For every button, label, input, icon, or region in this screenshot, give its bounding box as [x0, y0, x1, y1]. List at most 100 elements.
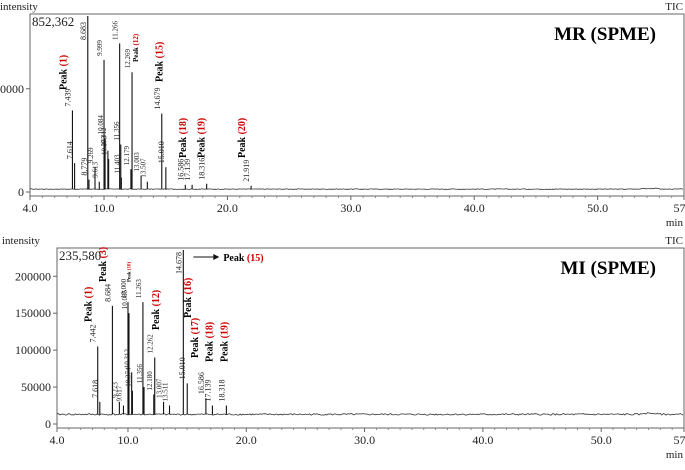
mi-peak-rt-label: 13.007: [156, 378, 164, 398]
mr-peak-annotation-text: Peak: [237, 134, 248, 158]
mi-x-tick-label: 20.0: [236, 433, 257, 447]
mi-x-tick-label: 50.0: [591, 433, 612, 447]
mi-peak-rt-label: 17.139: [203, 380, 212, 402]
mi-peak-annotation: Peak (18): [204, 322, 215, 362]
mr-peak-annotation: Peak (18): [178, 118, 189, 158]
mi-peak-annotation-number: (18): [204, 322, 215, 339]
mr-peak-annotation-text: Peak: [132, 45, 140, 62]
mr-peak-rt-label: 9.999: [96, 40, 104, 56]
mi-peak-rt-label: 7.442: [89, 324, 98, 342]
mi-peak-rt-label: 11.263: [135, 279, 143, 298]
mi-peak-rt-label: 14.678: [174, 252, 183, 274]
mr-peak-rt-label: 8.779: [80, 158, 89, 176]
mi-arrow-head: [213, 254, 220, 260]
mi-peak-annotation-number: (17): [190, 318, 201, 335]
mr-x-axis-label: min: [666, 217, 684, 229]
mi-peak-rt-label: 10.085: [121, 289, 129, 309]
mi-crowded-annotation-number: (10): [127, 262, 132, 271]
mi-y-axis-label: intensity: [2, 235, 40, 247]
mr-x-tick-label: 57.0: [674, 201, 685, 215]
mi-x-tick-label: 10.0: [117, 433, 138, 447]
mi-x-axis-label: min: [666, 449, 684, 461]
mi-peak-rt-label: 10.312: [124, 349, 132, 369]
mr-peak-annotation: Peak (1): [58, 55, 69, 90]
mr-x-tick-label: 30.0: [340, 201, 361, 215]
mr-peak-annotation-number: (18): [178, 118, 189, 135]
mr-peak-rt-label: 18.316: [198, 158, 207, 180]
mi-peak-annotation-number: (19): [220, 322, 231, 339]
mi-peak-annotation-number: (1): [84, 287, 95, 299]
mi-peak-rt-label: 10.000: [120, 278, 128, 298]
mi-peak-rt-label: 7.618: [91, 380, 100, 398]
mr-peak-annotation-text: Peak: [196, 134, 207, 158]
mr-peak-rt-label: 10.312: [100, 127, 108, 147]
mi-arrow-label: Peak (15): [223, 253, 263, 264]
mi-peak-rt-label: 9.617: [115, 385, 123, 401]
mi-peak-annotation-text: Peak: [204, 338, 215, 362]
mi-peak-rt-label: 16.586: [197, 372, 206, 394]
mr-max-intensity: 852,362: [32, 14, 74, 29]
mr-peak-rt-label: 13.507: [139, 158, 147, 178]
mr-baseline-trace: [29, 187, 684, 190]
mr-peak-rt-label: 9.269: [87, 147, 95, 163]
mi-peak-annotation: Peak (17): [190, 318, 201, 358]
mr-peak-rt-label: 16.586: [176, 159, 185, 181]
mr-peak-annotation-number: (20): [237, 118, 248, 135]
mi-peak-rt-label: 15.010: [178, 357, 187, 379]
mr-peak-annotation-text: Peak: [155, 58, 166, 82]
mr-x-tick-label: 40.0: [464, 201, 485, 215]
mr-plot-frame: [29, 13, 685, 197]
mi-peak-annotation: Peak (19): [220, 322, 231, 362]
mr-peak-annotation: Peak (15): [155, 42, 166, 82]
mi-peak-annotation-text: Peak: [98, 258, 109, 282]
mi-peak-rt-label: 11.356: [136, 364, 144, 383]
mi-peak-annotation: Peak (12): [151, 290, 162, 330]
mi-peak-annotation: Peak (3): [98, 247, 109, 282]
mr-peak-rt-label: 9.613: [91, 161, 99, 177]
mi-peak-annotation: Peak (1): [84, 287, 95, 322]
mi-peak-annotation-text: Peak: [190, 334, 201, 358]
mi-peak-annotation-text: Peak: [151, 306, 162, 330]
mi-peak-rt-label: 18.318: [217, 380, 226, 402]
mr-x-tick-label: 10.0: [94, 201, 115, 215]
mi-arrow-label-number: (15): [247, 253, 264, 264]
mi-peak-annotation-text: Peak: [183, 294, 194, 318]
mr-chart-title: MR (SPME): [554, 24, 656, 45]
mr-peak-annotation: Peak (19): [196, 118, 207, 158]
mr-y-tick-label: 0: [18, 185, 24, 199]
mi-peak-rt-label: 12.180: [146, 371, 154, 391]
mi-baseline-trace: [56, 412, 684, 416]
mi-x-tick-label: 30.0: [354, 433, 375, 447]
mr-y-tick-label: 500000: [0, 82, 24, 96]
mr-peak-rt-label: 17.139: [183, 159, 192, 181]
mr-peak-rt-label: 7.439: [63, 88, 72, 106]
mi-y-tick-label: 100000: [15, 343, 51, 357]
mi-peak-rt-label: 10.374: [124, 367, 132, 387]
mi-y-tick-label: 150000: [15, 306, 51, 320]
mi-crowded-annotation-text: Peak: [127, 270, 132, 282]
mr-x-tick-label: 20.0: [217, 201, 238, 215]
mi-peak-annotation-number: (16): [183, 278, 194, 295]
mi-plot-frame: [56, 247, 685, 429]
mr-signal-label: TIC: [665, 1, 683, 13]
mi-max-intensity: 235,580: [59, 248, 101, 263]
mr-peak-annotation-text: Peak: [58, 66, 69, 90]
mr-peak-rt-label: 10.084: [97, 115, 105, 135]
mr-peak-rt-label: 13.003: [133, 152, 141, 172]
mr-peak-rt-label: 12.179: [123, 146, 131, 166]
mr-peak-rt-label: 12.269: [124, 48, 132, 68]
mr-peak-annotation: Peak (20): [237, 118, 248, 158]
mi-peak-rt-label: 9.273: [111, 382, 119, 398]
mr-peak-annotation-number: (19): [196, 118, 207, 135]
mr-peak-rt-label: 7.614: [66, 141, 75, 159]
mi-peak-annotation-text: Peak: [84, 298, 95, 322]
mi-crowded-annotation: Peak (10): [127, 262, 132, 282]
mr-peak-rt-label: 21.919: [242, 160, 251, 182]
mr-peak-annotation-text: Peak: [178, 134, 189, 158]
mi-peak-rt-label: 8.684: [103, 284, 112, 302]
mr-y-axis-label: intensity: [0, 1, 38, 13]
mr-peak-rt-label: 11.403: [113, 154, 121, 173]
mr-x-tick-label: 4.0: [23, 201, 38, 215]
mi-chart-title: MI (SPME): [560, 258, 656, 279]
